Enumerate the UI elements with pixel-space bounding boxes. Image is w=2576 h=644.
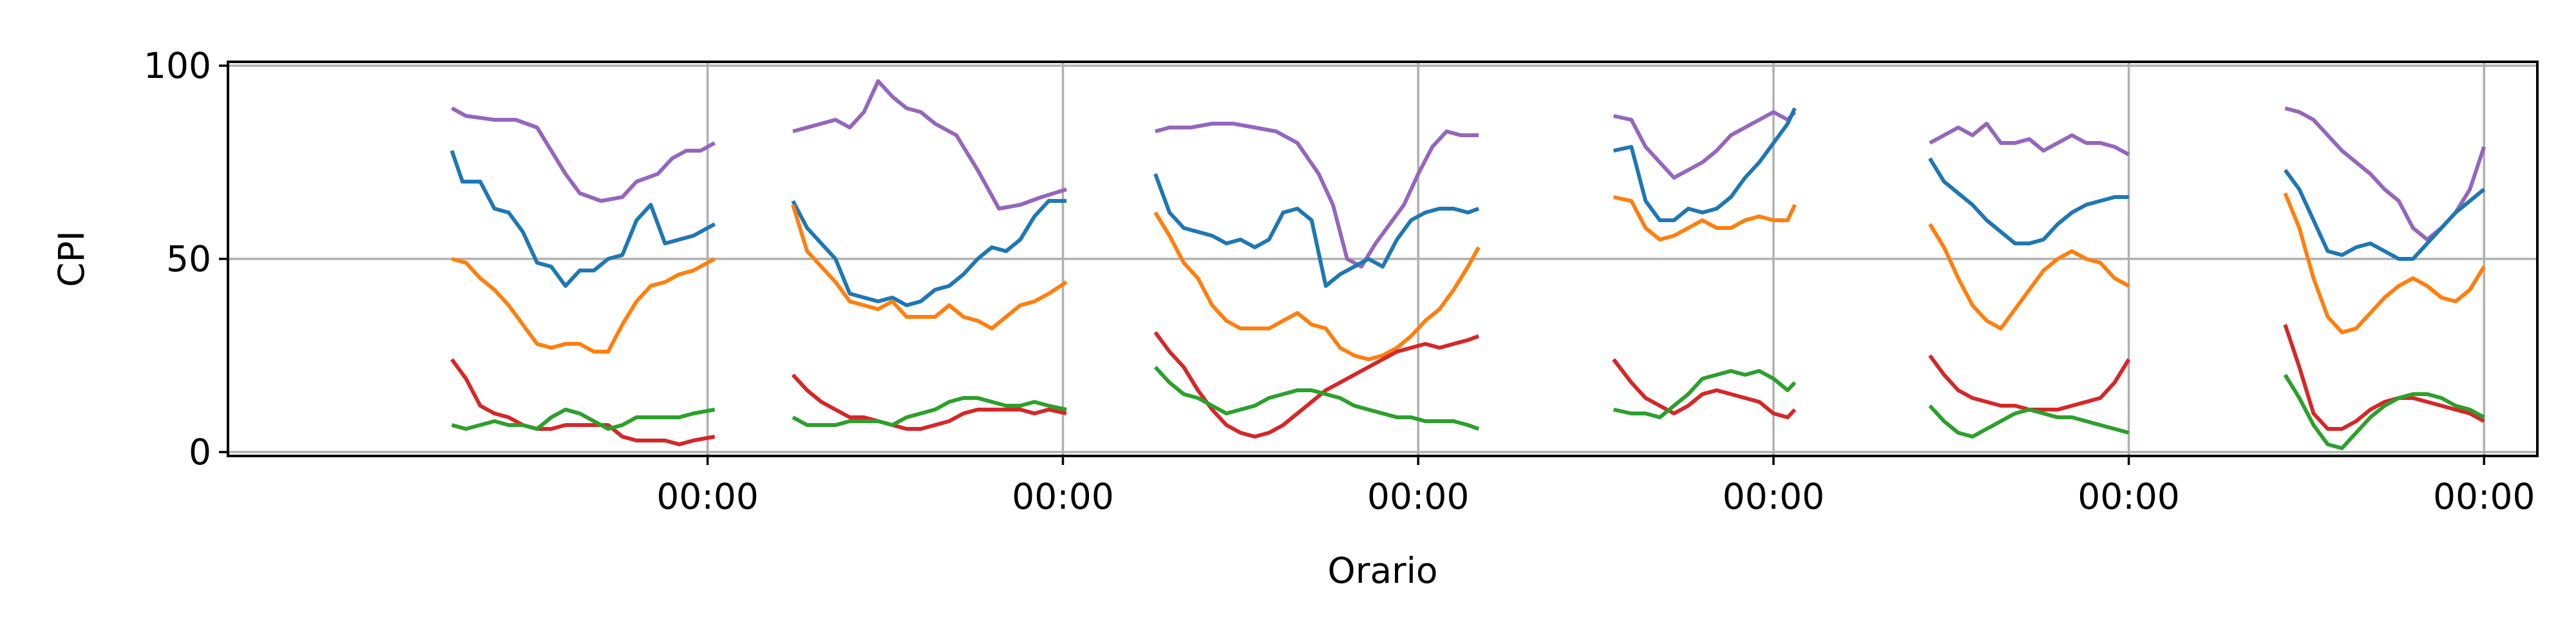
- series-line: [1613, 369, 1797, 419]
- y-axis-label: CPI: [51, 231, 92, 287]
- series-line: [792, 79, 1067, 211]
- series-segment-6: [2283, 106, 2486, 450]
- gridlines: [228, 62, 2537, 456]
- series-line: [2283, 324, 2485, 431]
- series-line: [1153, 365, 1480, 431]
- series-line: [791, 396, 1067, 427]
- series-line: [791, 373, 1067, 431]
- x-tick-label: 00:00: [2433, 476, 2535, 517]
- x-tick-label: 00:00: [657, 476, 759, 517]
- series-line: [1613, 195, 1797, 242]
- x-tick-label: 00:00: [1012, 476, 1114, 517]
- series-line: [1153, 211, 1481, 361]
- y-tick-label: 0: [189, 431, 211, 473]
- series-line: [1155, 122, 1479, 269]
- series-line: [791, 199, 1066, 307]
- series-segment-5: [1928, 122, 2131, 439]
- series-line: [1613, 110, 1797, 180]
- series-line: [1928, 157, 2129, 245]
- series-line: [1928, 223, 2130, 330]
- series-segment-4: [1612, 107, 1797, 419]
- series-line: [450, 150, 716, 288]
- series-line: [1613, 107, 1797, 222]
- series-line: [451, 106, 716, 203]
- x-axis: 00:00 00:00 00:00 00:00 00:00 00:00: [657, 456, 2535, 517]
- series-segment-1: [450, 106, 716, 446]
- y-tick-label: 100: [144, 45, 211, 86]
- series-line: [2283, 374, 2485, 450]
- y-tick-label: 50: [166, 238, 211, 279]
- series-line: [1153, 173, 1480, 288]
- plot-area: [450, 79, 2486, 450]
- series-line: [450, 358, 715, 446]
- series-line: [451, 408, 715, 431]
- series-line: [791, 204, 1068, 330]
- series-segment-3: [1153, 122, 1481, 439]
- x-tick-label: 00:00: [2078, 476, 2180, 517]
- x-axis-label: Orario: [1327, 550, 1437, 591]
- series-line: [451, 257, 716, 354]
- series-line: [1612, 358, 1797, 419]
- series-line: [2283, 169, 2486, 261]
- series-line: [1928, 354, 2131, 412]
- x-tick-label: 00:00: [1723, 476, 1825, 517]
- series-line: [1928, 404, 2130, 439]
- y-axis: 0 50 100: [144, 45, 228, 473]
- series-line: [2283, 192, 2486, 334]
- x-tick-label: 00:00: [1367, 476, 1470, 517]
- series-segment-2: [791, 79, 1068, 431]
- series-line: [1929, 122, 2130, 156]
